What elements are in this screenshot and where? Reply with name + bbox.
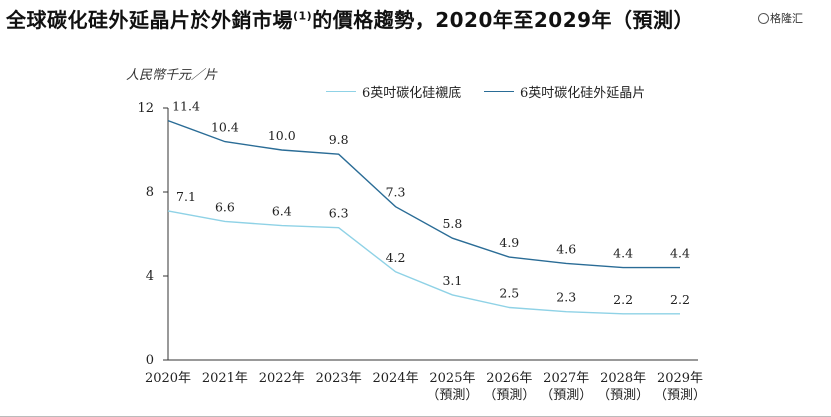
data-label-substrate: 6.6 — [215, 199, 235, 214]
data-label-epi-wafer: 10.0 — [268, 128, 296, 143]
data-label-substrate: 4.2 — [386, 250, 406, 265]
y-tick-label: 0 — [146, 353, 154, 368]
legend-swatch-substrate — [326, 91, 356, 92]
series-line-substrate — [167, 210, 680, 315]
x-tick-label: 2020年 — [145, 371, 191, 386]
data-label-substrate: 2.2 — [613, 292, 633, 307]
data-label-epi-wafer: 4.9 — [499, 235, 519, 250]
legend-label-substrate: 6英吋碳化硅襯底 — [362, 86, 462, 101]
data-label-substrate: 3.1 — [442, 273, 462, 288]
x-tick-note: （預測） — [483, 388, 535, 403]
data-label-substrate: 2.5 — [499, 286, 519, 301]
data-label-substrate: 2.2 — [670, 292, 690, 307]
x-tick-note: （預測） — [426, 388, 478, 403]
y-tick-label: 8 — [146, 185, 154, 200]
x-tick-label: 2025年 — [429, 371, 475, 386]
data-label-epi-wafer: 10.4 — [211, 120, 239, 135]
x-tick-label: 2021年 — [202, 371, 248, 386]
data-label-substrate: 6.3 — [329, 206, 349, 221]
x-tick-label: 2022年 — [259, 371, 305, 386]
data-label-epi-wafer: 9.8 — [329, 132, 349, 147]
data-label-epi-wafer: 7.3 — [386, 185, 406, 200]
x-tick-label: 2026年 — [486, 371, 532, 386]
watermark: 格隆汇 — [758, 10, 803, 26]
data-label-epi-wafer: 5.8 — [442, 216, 462, 231]
data-label-epi-wafer: 11.4 — [172, 99, 200, 114]
y-tick-label: 4 — [146, 269, 154, 284]
y-axis-unit-label: 人民幣千元／片 — [126, 68, 218, 83]
legend-label-epi-wafer: 6英吋碳化硅外延晶片 — [520, 86, 646, 101]
data-label-epi-wafer: 4.4 — [670, 246, 690, 261]
data-label-substrate: 6.4 — [272, 204, 292, 219]
data-label-epi-wafer: 4.6 — [556, 241, 576, 256]
x-tick-label: 2024年 — [373, 371, 419, 386]
watermark-logo-icon — [758, 12, 769, 24]
x-tick-note: （預測） — [597, 388, 649, 403]
data-label-substrate: 2.3 — [556, 290, 576, 305]
x-tick-label: 2029年 — [657, 371, 703, 386]
y-tick-label: 12 — [137, 101, 154, 116]
x-tick-label: 2023年 — [316, 371, 362, 386]
series-line-epi-wafer — [167, 119, 680, 269]
x-tick-label: 2028年 — [600, 371, 646, 386]
x-tick-note: （預測） — [540, 388, 592, 403]
x-tick-label: 2027年 — [543, 371, 589, 386]
data-label-substrate: 7.1 — [176, 189, 196, 204]
data-label-epi-wafer: 4.4 — [613, 246, 633, 261]
legend-swatch-epi-wafer — [484, 91, 514, 92]
x-tick-note: （預測） — [654, 388, 706, 403]
chart-title: 全球碳化硅外延晶片於外銷市場(1)的價格趨勢，2020年至2029年（預測） — [6, 8, 695, 32]
